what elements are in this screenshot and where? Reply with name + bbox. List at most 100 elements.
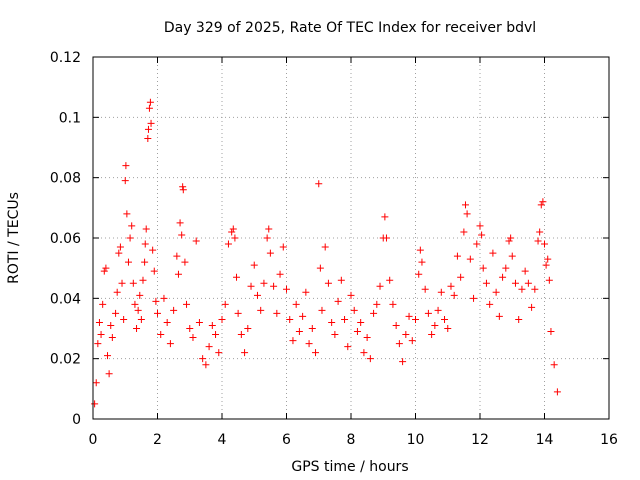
y-tick-label: 0.12 xyxy=(50,50,81,66)
data-point xyxy=(528,303,536,311)
data-point xyxy=(141,240,149,248)
data-point xyxy=(341,315,349,323)
data-point xyxy=(553,388,561,396)
data-point xyxy=(128,222,136,230)
data-point xyxy=(353,328,361,336)
data-point xyxy=(492,288,500,296)
data-point xyxy=(195,318,203,326)
data-point xyxy=(421,285,429,293)
data-point xyxy=(412,315,419,323)
data-point xyxy=(399,358,407,366)
data-point xyxy=(316,264,324,272)
data-point xyxy=(289,337,297,345)
data-point xyxy=(229,225,237,233)
data-point xyxy=(292,300,300,308)
data-point xyxy=(395,340,403,348)
x-tick-label: 10 xyxy=(407,432,425,448)
data-point xyxy=(234,309,242,317)
data-point xyxy=(416,246,424,254)
data-point xyxy=(545,276,553,284)
x-tick-label: 0 xyxy=(89,432,98,448)
data-point xyxy=(482,279,490,287)
data-point xyxy=(218,315,226,323)
data-point xyxy=(247,282,255,290)
data-point xyxy=(381,213,389,221)
data-point xyxy=(97,331,105,339)
data-point xyxy=(160,294,168,302)
data-point xyxy=(170,306,178,314)
data-point xyxy=(136,291,144,299)
data-point xyxy=(212,331,220,339)
data-point xyxy=(199,355,207,363)
data-point xyxy=(418,258,426,266)
data-point xyxy=(531,285,539,293)
data-point xyxy=(146,98,154,106)
data-point xyxy=(141,258,149,266)
data-point xyxy=(126,234,134,242)
data-point xyxy=(376,282,384,290)
data-point xyxy=(120,315,128,323)
data-point xyxy=(331,331,339,339)
data-point xyxy=(121,177,129,185)
data-point xyxy=(347,291,355,299)
data-point xyxy=(431,321,439,329)
data-point xyxy=(92,379,100,387)
data-point xyxy=(453,252,461,260)
data-point xyxy=(537,201,545,209)
data-point xyxy=(360,349,368,357)
data-point xyxy=(137,315,145,323)
data-point xyxy=(328,318,336,326)
data-point xyxy=(308,325,316,332)
data-point xyxy=(265,225,273,233)
data-point xyxy=(102,264,110,272)
data-point xyxy=(179,186,187,194)
data-point xyxy=(547,328,555,336)
data-point xyxy=(208,321,216,329)
data-point xyxy=(507,234,515,242)
data-point xyxy=(133,325,141,332)
data-point xyxy=(366,355,374,363)
data-point xyxy=(263,234,271,242)
data-point xyxy=(350,306,358,314)
data-point xyxy=(373,300,381,308)
data-point xyxy=(382,234,390,242)
data-point xyxy=(450,291,458,299)
y-tick-label: 0.06 xyxy=(50,231,81,247)
data-point xyxy=(179,183,187,191)
data-point xyxy=(186,325,194,332)
data-point xyxy=(460,228,468,236)
data-point xyxy=(424,309,432,317)
axis-ticks xyxy=(92,56,610,420)
chart-title: Day 329 of 2025, Rate Of TEC Index for r… xyxy=(164,20,536,36)
data-point xyxy=(521,267,529,275)
grid-lines xyxy=(93,57,609,419)
data-point xyxy=(253,291,261,299)
data-point xyxy=(118,279,126,287)
data-point xyxy=(192,237,200,245)
data-point xyxy=(205,343,213,351)
data-point xyxy=(142,225,150,233)
data-point xyxy=(315,180,323,188)
x-tick-labels: 0 2 4 6 8 10 12 14 16 xyxy=(89,432,618,448)
data-point xyxy=(221,300,229,308)
data-point xyxy=(94,340,102,348)
data-point xyxy=(224,240,232,248)
data-point xyxy=(116,243,124,251)
data-point xyxy=(473,240,481,248)
data-point xyxy=(518,285,526,293)
data-point xyxy=(145,104,153,112)
data-point xyxy=(321,243,329,251)
data-point xyxy=(115,249,123,257)
data-point xyxy=(241,349,249,357)
data-point xyxy=(544,255,552,263)
data-point xyxy=(149,246,157,254)
data-point xyxy=(461,201,469,209)
data-point xyxy=(124,258,132,266)
data-point xyxy=(157,331,165,339)
data-point xyxy=(476,222,484,230)
data-point xyxy=(131,300,139,308)
data-point xyxy=(312,349,320,357)
data-point xyxy=(166,340,174,348)
data-point xyxy=(104,352,112,360)
data-point xyxy=(279,243,287,251)
